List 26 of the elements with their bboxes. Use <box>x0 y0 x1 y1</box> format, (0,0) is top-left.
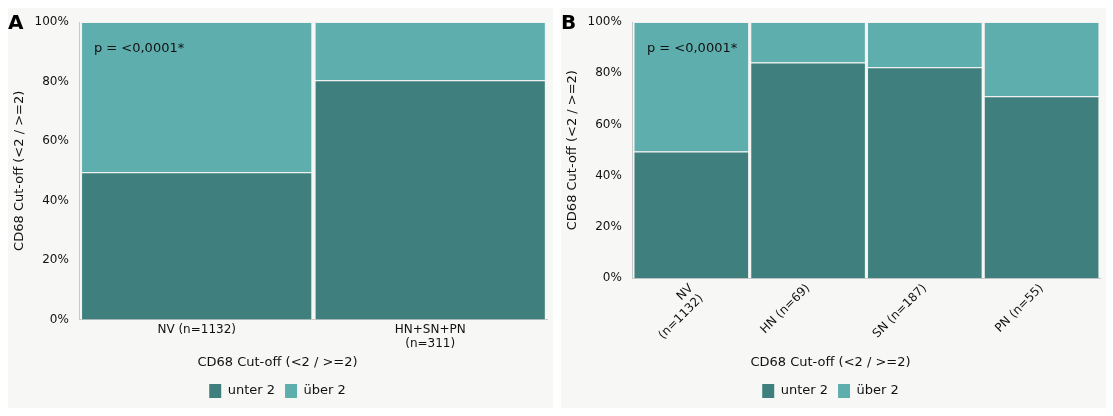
y-axis-title: CD68 Cut-off (<2 / >=2) <box>564 70 580 231</box>
x-tick-label: HN+SN+PN (n=311) <box>394 321 466 351</box>
chart-title: A <box>8 10 24 35</box>
legend-label: über 2 <box>856 382 899 398</box>
y-tick-label: 40% <box>42 192 69 207</box>
y-tick-label: 60% <box>595 116 622 131</box>
legend-label: unter 2 <box>780 382 829 398</box>
legend-label: unter 2 <box>227 382 276 398</box>
y-axis-title: CD68 Cut-off (<2 / >=2) <box>11 90 27 251</box>
y-tick-label: 0% <box>602 270 622 285</box>
y-tick-label: 40% <box>595 167 622 182</box>
y-tick-label: 20% <box>595 219 622 234</box>
legend-title: CD68 Cut-off (<2 / >=2) <box>197 354 358 370</box>
y-tick-label: 80% <box>42 73 69 88</box>
y-tick-label: 100% <box>587 14 622 29</box>
legend-label: über 2 <box>303 382 346 398</box>
annotation: p = <0,0001* <box>93 39 185 55</box>
y-tick-label: 20% <box>42 252 69 267</box>
x-tick-label: NV (n=1132) <box>157 321 236 336</box>
y-tick-label: 60% <box>42 133 69 148</box>
y-tick-label: 80% <box>595 65 622 80</box>
y-tick-label: 100% <box>34 14 69 29</box>
y-tick-label: 0% <box>49 311 69 326</box>
chart-title: B <box>561 10 577 35</box>
legend-title: CD68 Cut-off (<2 / >=2) <box>750 354 911 370</box>
annotation: p = <0,0001* <box>646 39 738 55</box>
